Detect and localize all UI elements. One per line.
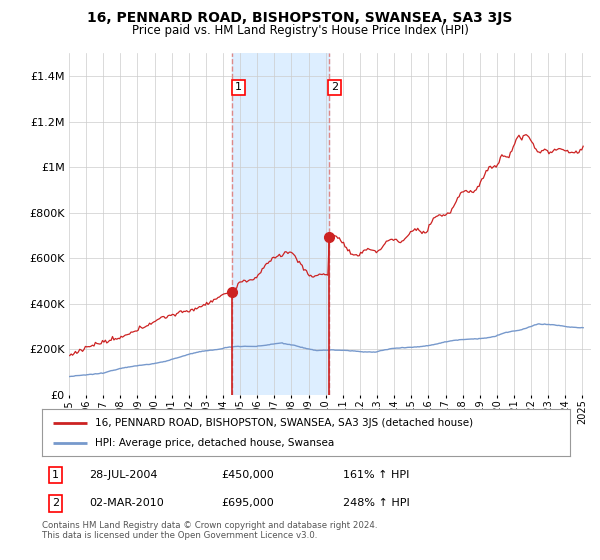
Text: Contains HM Land Registry data © Crown copyright and database right 2024.
This d: Contains HM Land Registry data © Crown c… [42, 521, 377, 540]
Text: HPI: Average price, detached house, Swansea: HPI: Average price, detached house, Swan… [95, 438, 334, 448]
Text: £450,000: £450,000 [221, 470, 274, 480]
Bar [232, 53, 329, 395]
Text: 28-JUL-2004: 28-JUL-2004 [89, 470, 158, 480]
Text: 1: 1 [52, 470, 59, 480]
Text: Price paid vs. HM Land Registry's House Price Index (HPI): Price paid vs. HM Land Registry's House … [131, 24, 469, 36]
Text: 2: 2 [331, 82, 338, 92]
Text: 161% ↑ HPI: 161% ↑ HPI [343, 470, 409, 480]
Text: 248% ↑ HPI: 248% ↑ HPI [343, 498, 410, 508]
Text: 1: 1 [235, 82, 242, 92]
Text: 2: 2 [52, 498, 59, 508]
Text: 16, PENNARD ROAD, BISHOPSTON, SWANSEA, SA3 3JS (detached house): 16, PENNARD ROAD, BISHOPSTON, SWANSEA, S… [95, 418, 473, 428]
Text: 16, PENNARD ROAD, BISHOPSTON, SWANSEA, SA3 3JS: 16, PENNARD ROAD, BISHOPSTON, SWANSEA, S… [88, 11, 512, 25]
Text: £695,000: £695,000 [221, 498, 274, 508]
Text: 02-MAR-2010: 02-MAR-2010 [89, 498, 164, 508]
